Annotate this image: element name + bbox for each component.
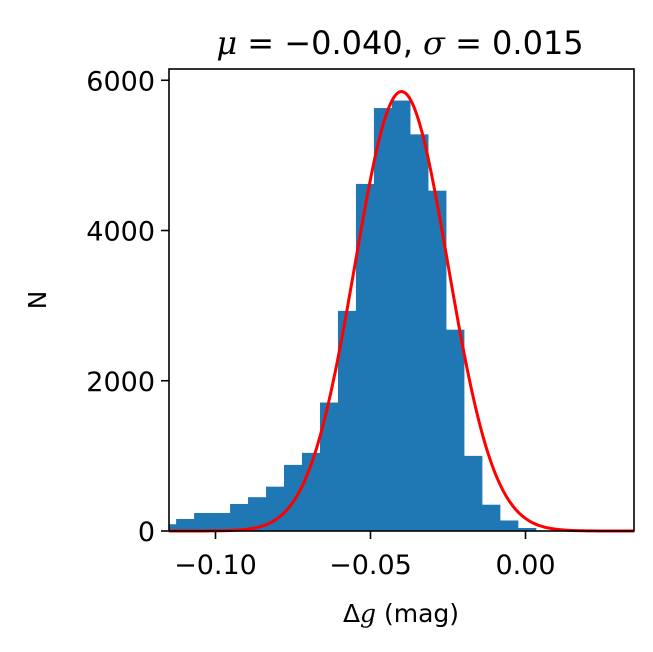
- y-axis-ticks: 0 2000 4000 6000: [86, 66, 169, 548]
- histogram-bar: [427, 190, 447, 531]
- y-axis-label: N: [23, 291, 52, 310]
- title-mu-value: = −0.040,: [237, 24, 423, 62]
- histogram-bar: [445, 329, 465, 531]
- x-label-delta: Δ: [343, 599, 360, 628]
- y-tick-label: 2000: [86, 367, 155, 398]
- histogram-bar: [391, 100, 411, 532]
- histogram-bar: [355, 183, 375, 531]
- x-tick-label: 0.00: [495, 550, 555, 581]
- x-axis-label: Δg (mag): [343, 599, 459, 628]
- x-label-variable: g: [360, 599, 376, 628]
- gaussian-fit-curve: [169, 90, 634, 533]
- axes-frame: [168, 68, 635, 532]
- y-tick-label: 0: [138, 517, 155, 548]
- histogram-bar: [230, 503, 249, 531]
- y-tick-label: 6000: [86, 66, 155, 97]
- histogram-bar: [266, 486, 285, 531]
- title-mu-symbol: μ: [216, 24, 237, 62]
- x-axis-ticks: −0.10 −0.05 0.00: [174, 531, 556, 581]
- histogram-bar: [517, 527, 537, 531]
- histogram-bar: [194, 512, 213, 531]
- histogram-bar: [481, 504, 501, 531]
- x-label-unit: (mag): [376, 599, 459, 628]
- histogram-bar: [212, 512, 231, 531]
- x-tick-label: −0.05: [329, 550, 412, 581]
- histogram-bar: [373, 108, 393, 531]
- histogram-bar: [176, 518, 195, 531]
- histogram-bar: [463, 455, 483, 531]
- histogram-bars: [169, 100, 537, 532]
- histogram-bar: [248, 497, 267, 531]
- chart-title: μ = −0.040, σ = 0.015: [216, 24, 583, 62]
- title-sigma-symbol: σ: [423, 24, 446, 62]
- histogram-bar: [169, 524, 177, 531]
- histogram-bar: [319, 402, 339, 531]
- histogram-bar: [337, 310, 357, 531]
- histogram-bar: [499, 520, 519, 531]
- x-tick-label: −0.10: [174, 550, 257, 581]
- histogram-bar: [284, 464, 303, 531]
- histogram-bar: [409, 134, 429, 532]
- title-sigma-value: = 0.015: [445, 24, 584, 62]
- y-tick-label: 4000: [86, 217, 155, 248]
